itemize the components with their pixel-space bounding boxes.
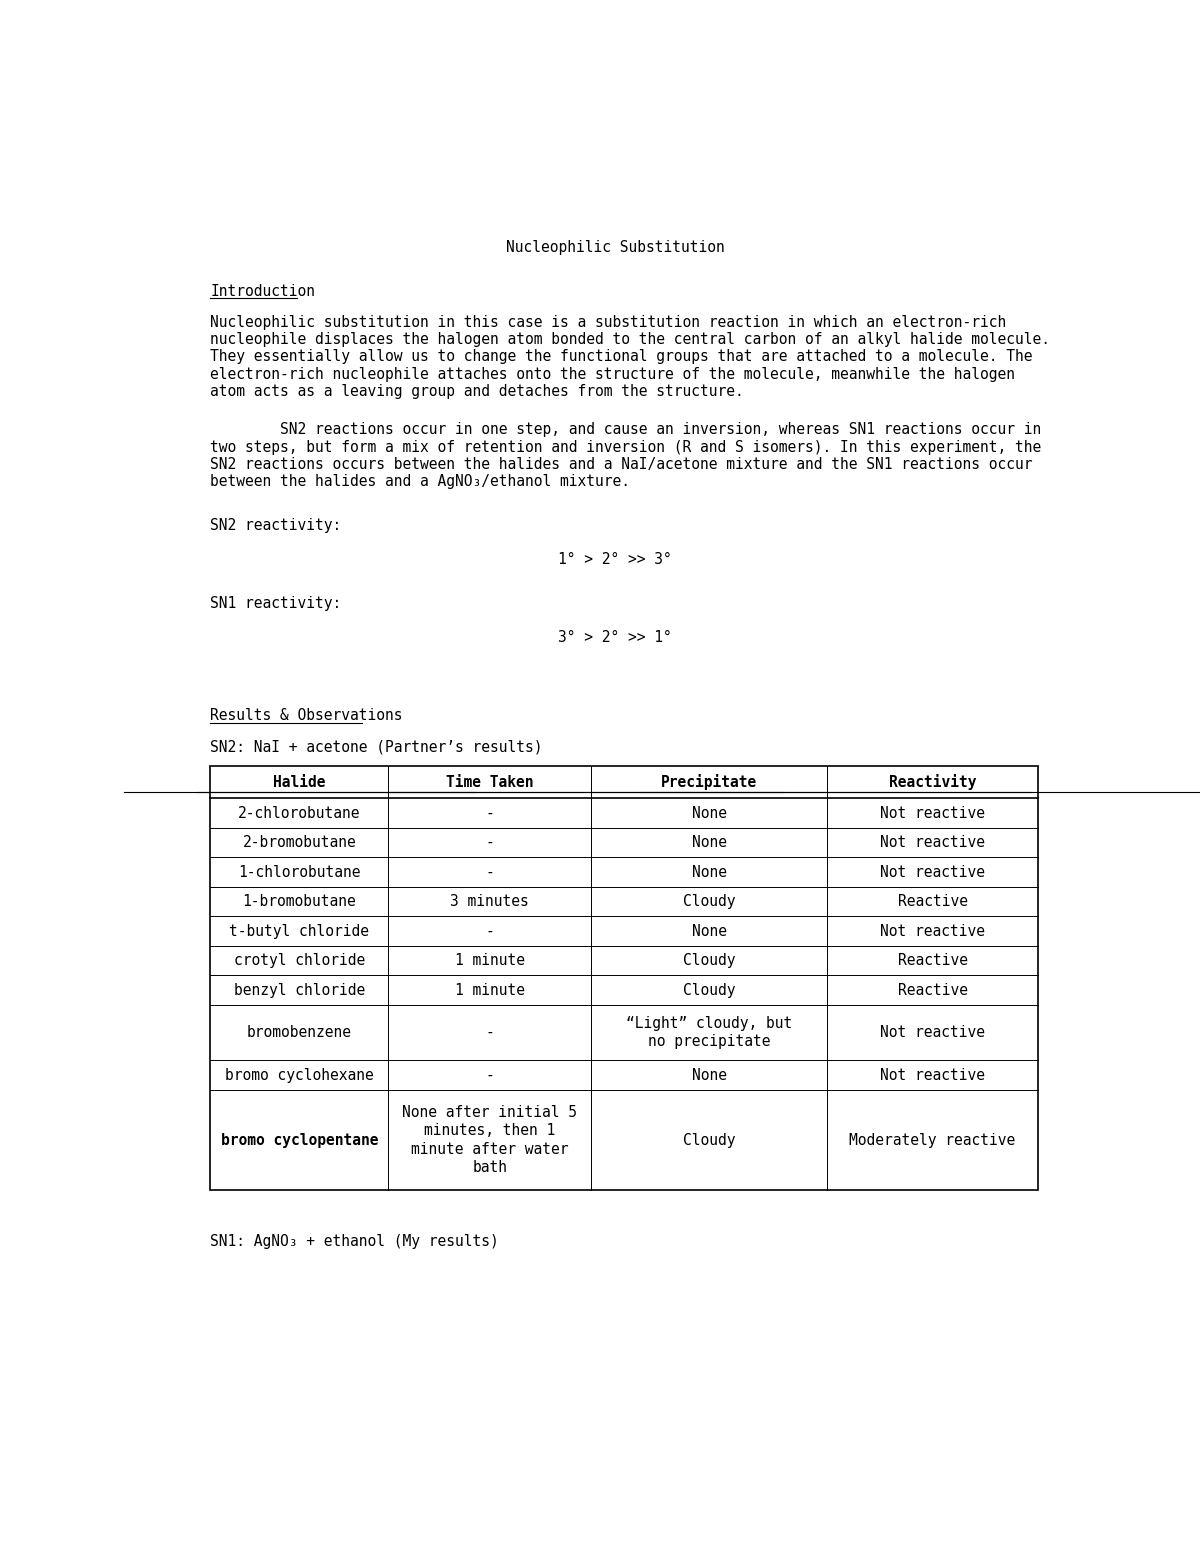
Text: crotyl chloride: crotyl chloride xyxy=(234,954,365,968)
Text: Not reactive: Not reactive xyxy=(880,1025,985,1041)
Text: SN2 reactions occur in one step, and cause an inversion, whereas SN1 reactions o: SN2 reactions occur in one step, and cau… xyxy=(210,422,1042,438)
Text: Not reactive: Not reactive xyxy=(880,836,985,849)
Text: benzyl chloride: benzyl chloride xyxy=(234,983,365,997)
Text: Reactive: Reactive xyxy=(898,954,967,968)
Text: None: None xyxy=(691,865,727,879)
Text: “Light” cloudy, but
no precipitate: “Light” cloudy, but no precipitate xyxy=(626,1016,792,1050)
Text: 2-chlorobutane: 2-chlorobutane xyxy=(238,806,361,820)
Text: SN2 reactivity:: SN2 reactivity: xyxy=(210,517,342,533)
Text: 1° > 2° >> 3°: 1° > 2° >> 3° xyxy=(558,553,672,567)
Text: bromobenzene: bromobenzene xyxy=(247,1025,352,1041)
Text: SN1: AgNO₃ + ethanol (My results): SN1: AgNO₃ + ethanol (My results) xyxy=(210,1233,499,1249)
Text: None: None xyxy=(691,806,727,820)
Text: Moderately reactive: Moderately reactive xyxy=(850,1132,1015,1148)
Text: atom acts as a leaving group and detaches from the structure.: atom acts as a leaving group and detache… xyxy=(210,384,744,399)
Text: Cloudy: Cloudy xyxy=(683,954,736,968)
Text: Time Taken: Time Taken xyxy=(446,775,534,789)
Text: Results & Observations: Results & Observations xyxy=(210,708,403,724)
Text: -: - xyxy=(486,836,494,849)
Text: None after initial 5
minutes, then 1
minute after water
bath: None after initial 5 minutes, then 1 min… xyxy=(402,1104,577,1176)
Text: SN1 reactivity:: SN1 reactivity: xyxy=(210,596,342,610)
Text: Nucleophilic Substitution: Nucleophilic Substitution xyxy=(505,241,725,255)
Text: bromo cyclohexane: bromo cyclohexane xyxy=(226,1067,374,1082)
Text: Halide: Halide xyxy=(274,775,325,789)
Text: Not reactive: Not reactive xyxy=(880,865,985,879)
Text: SN2 reactions occurs between the halides and a NaI/acetone mixture and the SN1 r: SN2 reactions occurs between the halides… xyxy=(210,457,1033,472)
Text: None: None xyxy=(691,836,727,849)
Text: bromo cyclopentane: bromo cyclopentane xyxy=(221,1132,378,1148)
Bar xyxy=(210,766,1038,1190)
Text: between the halides and a AgNO₃/ethanol mixture.: between the halides and a AgNO₃/ethanol … xyxy=(210,474,630,489)
Text: two steps, but form a mix of retention and inversion (R and S isomers). In this : two steps, but form a mix of retention a… xyxy=(210,439,1042,455)
Text: -: - xyxy=(486,1025,494,1041)
Text: 3° > 2° >> 1°: 3° > 2° >> 1° xyxy=(558,631,672,646)
Text: They essentially allow us to change the functional groups that are attached to a: They essentially allow us to change the … xyxy=(210,349,1033,365)
Text: Reactivity: Reactivity xyxy=(889,773,977,790)
Text: 2-bromobutane: 2-bromobutane xyxy=(242,836,356,849)
Text: Cloudy: Cloudy xyxy=(683,1132,736,1148)
Text: 1-bromobutane: 1-bromobutane xyxy=(242,895,356,909)
Text: electron-rich nucleophile attaches onto the structure of the molecule, meanwhile: electron-rich nucleophile attaches onto … xyxy=(210,367,1015,382)
Text: 3 minutes: 3 minutes xyxy=(450,895,529,909)
Text: -: - xyxy=(486,865,494,879)
Text: 1 minute: 1 minute xyxy=(455,954,524,968)
Text: Not reactive: Not reactive xyxy=(880,806,985,820)
Text: nucleophile displaces the halogen atom bonded to the central carbon of an alkyl : nucleophile displaces the halogen atom b… xyxy=(210,332,1050,346)
Text: Not reactive: Not reactive xyxy=(880,1067,985,1082)
Text: Reactive: Reactive xyxy=(898,895,967,909)
Text: None: None xyxy=(691,1067,727,1082)
Text: -: - xyxy=(486,806,494,820)
Text: -: - xyxy=(486,1067,494,1082)
Text: Precipitate: Precipitate xyxy=(661,773,757,790)
Text: Cloudy: Cloudy xyxy=(683,983,736,997)
Text: Not reactive: Not reactive xyxy=(880,924,985,938)
Text: t-butyl chloride: t-butyl chloride xyxy=(229,924,370,938)
Text: Nucleophilic substitution in this case is a substitution reaction in which an el: Nucleophilic substitution in this case i… xyxy=(210,315,1007,329)
Text: SN2: NaI + acetone (Partner’s results): SN2: NaI + acetone (Partner’s results) xyxy=(210,739,542,755)
Text: 1 minute: 1 minute xyxy=(455,983,524,997)
Text: 1-chlorobutane: 1-chlorobutane xyxy=(238,865,361,879)
Text: Reactive: Reactive xyxy=(898,983,967,997)
Text: None: None xyxy=(691,924,727,938)
Text: Cloudy: Cloudy xyxy=(683,895,736,909)
Text: Introduction: Introduction xyxy=(210,284,316,298)
Text: -: - xyxy=(486,924,494,938)
